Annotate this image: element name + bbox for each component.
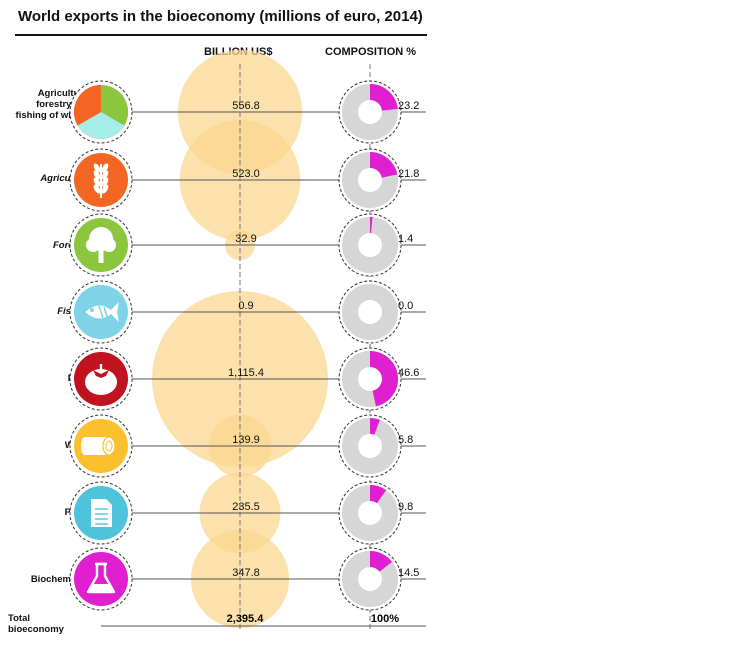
donut-paper	[338, 481, 402, 545]
value-label-agriculture: 523.0	[232, 168, 260, 180]
tree-icon	[69, 213, 133, 277]
title-rule	[15, 34, 427, 36]
donut-agriculture	[338, 80, 402, 144]
donut-fishing	[338, 280, 402, 344]
donut-share-paper	[369, 485, 387, 504]
donut-agriculture	[338, 148, 402, 212]
row-label-agriculture-forestry-fishing: Agriculture, forestry and fishing of whi…	[15, 88, 91, 121]
value-label-fishing: 0.9	[238, 300, 253, 312]
row-label-biochemistry: Biochemistry	[30, 574, 91, 585]
percent-label-agriculture: 21.8	[398, 168, 419, 180]
fish-icon	[69, 280, 133, 344]
document-icon	[69, 481, 133, 545]
donut-forestry	[338, 213, 402, 277]
total-percent: 100%	[371, 613, 399, 625]
percent-label-paper: 9.8	[398, 501, 413, 513]
donut-wood	[338, 414, 402, 478]
total-value: 2,395.4	[227, 613, 265, 625]
percent-label-food: 46.6	[398, 367, 419, 379]
donut-share-food	[369, 351, 398, 407]
row-label-agriculture: Agriculture	[40, 173, 91, 184]
donut-share-wood	[369, 417, 380, 435]
value-label-forestry: 32.9	[235, 233, 256, 245]
flask-icon	[69, 547, 133, 611]
percent-label-agriculture: 23.2	[398, 100, 419, 112]
chart-title: World exports in the bioeconomy (million…	[18, 8, 423, 25]
value-label-agriculture: 556.8	[232, 100, 260, 112]
donut-share-agriculture	[369, 84, 398, 112]
total-label: Total bioeconomy	[8, 613, 64, 635]
donut-food	[338, 347, 402, 411]
value-label-food: 1,115.4	[228, 367, 264, 379]
wheat-icon	[69, 148, 133, 212]
pie-segments-icon	[69, 80, 133, 144]
percent-label-wood: 5.8	[398, 434, 413, 446]
value-label-paper: 235.5	[232, 501, 260, 513]
donut-share-biochemistry	[369, 551, 393, 573]
percent-label-fishing: 0.0	[398, 300, 413, 312]
percent-label-biochemistry: 14.5	[398, 567, 419, 579]
column-header-composition: COMPOSITION %	[325, 46, 417, 58]
tomato-icon	[69, 347, 133, 411]
donut-share-agriculture	[369, 152, 398, 179]
log-icon	[69, 414, 133, 478]
value-label-wood: 139.9	[232, 434, 260, 446]
donut-biochemistry	[338, 547, 402, 611]
percent-label-forestry: 1.4	[398, 233, 413, 245]
value-label-biochemistry: 347.8	[232, 567, 260, 579]
